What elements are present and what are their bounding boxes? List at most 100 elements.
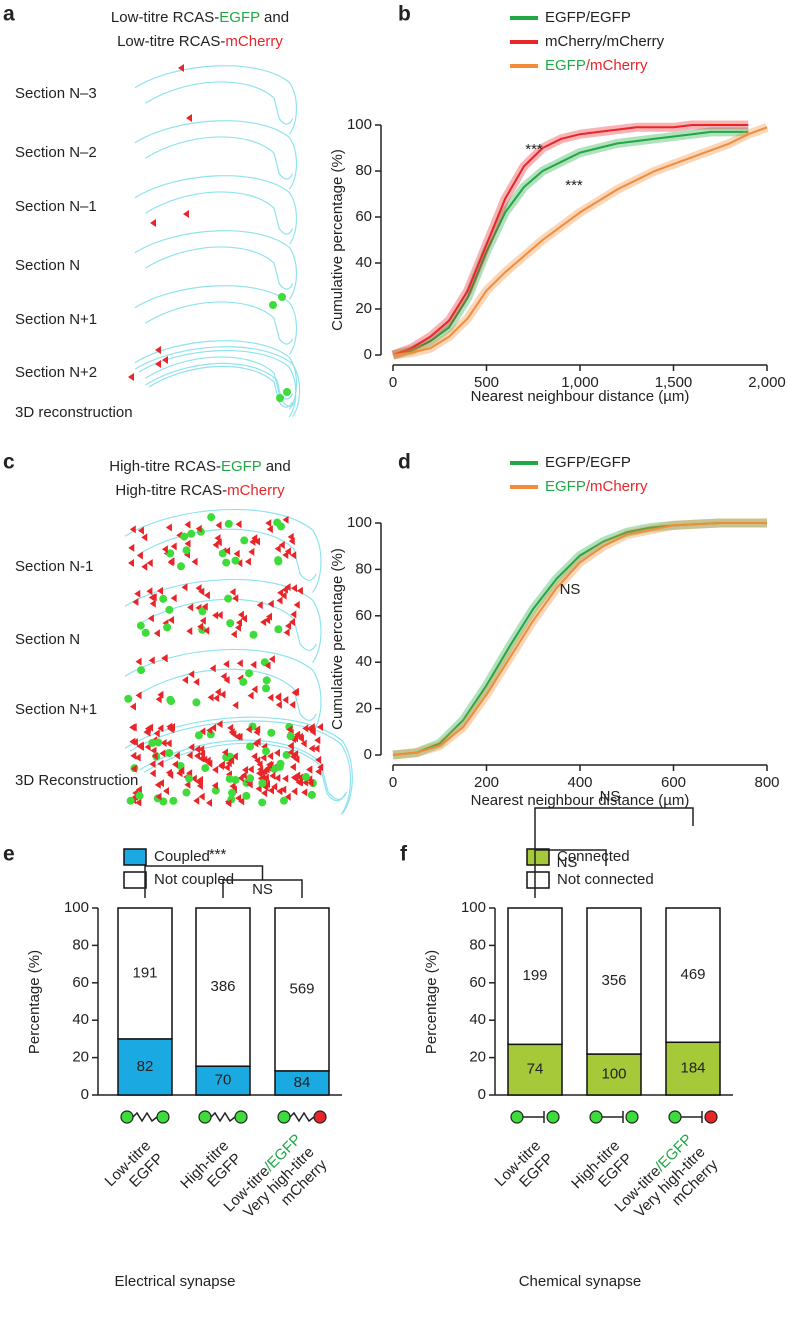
category-label: Low-titreEGFP (102, 1137, 167, 1202)
synapse-icon (121, 1111, 133, 1123)
green-cell (137, 666, 145, 674)
x-axis-title: Electrical synapse (115, 1273, 236, 1290)
red-cell (210, 664, 216, 672)
red-cell (282, 775, 288, 783)
red-cell (317, 723, 323, 731)
red-cell (147, 559, 153, 567)
red-cell (261, 789, 267, 797)
bar-count-label: 70 (215, 1072, 232, 1089)
y-tick-label: 80 (469, 936, 486, 953)
red-cell (208, 693, 214, 701)
x-tick-label: 600 (661, 774, 686, 791)
bar-count-label: 469 (680, 966, 705, 983)
red-cell (188, 670, 194, 678)
green-cell (180, 533, 188, 541)
red-cell (141, 563, 147, 571)
green-cell (207, 513, 215, 521)
red-cell (136, 658, 142, 666)
y-tick-label: 0 (81, 1086, 89, 1103)
panel-title: High-titre RCAS-mCherry (115, 482, 285, 499)
annotation: NS (252, 881, 273, 898)
bar-count-label: 184 (680, 1060, 705, 1077)
synapse-icon (590, 1111, 602, 1123)
red-cell (128, 544, 134, 552)
bar-count-label: 191 (132, 964, 157, 981)
y-tick-label: 40 (355, 653, 372, 670)
green-cell (183, 546, 191, 554)
red-cell (171, 594, 177, 602)
green-cell (142, 629, 150, 637)
red-cell (128, 373, 134, 381)
red-cell (134, 590, 140, 598)
red-cell (285, 622, 291, 630)
red-cell (248, 765, 254, 773)
red-cell (290, 551, 296, 559)
red-cell (132, 598, 138, 606)
red-cell (184, 521, 190, 529)
red-cell (232, 701, 238, 709)
red-cell (182, 676, 188, 684)
green-cell (167, 697, 175, 705)
category-label: Low-titreEGFP (492, 1137, 557, 1202)
legend-swatch (124, 872, 146, 888)
y-tick-label: 60 (355, 607, 372, 624)
green-cell (127, 797, 135, 805)
section-outline (135, 286, 296, 354)
y-axis-title: Percentage (%) (423, 950, 440, 1054)
green-cell (276, 394, 284, 402)
bar-count-label: 82 (137, 1058, 154, 1075)
red-cell (199, 793, 205, 801)
y-tick-label: 100 (64, 899, 89, 916)
category-label: Low-titre/EGFPVery high-titremCherry (220, 1131, 330, 1241)
green-cell (246, 774, 254, 782)
title-part: EGFP (221, 458, 262, 475)
red-cell (248, 548, 254, 556)
legend-label: Coupled (154, 848, 210, 865)
red-cell (156, 695, 162, 703)
category-label: Low-titre/EGFPVery high-titremCherry (611, 1131, 721, 1241)
y-tick-label: 40 (469, 1011, 486, 1028)
red-cell (136, 691, 142, 699)
bar-count-label: 74 (527, 1061, 544, 1078)
red-cell (150, 600, 156, 608)
green-cell (192, 698, 200, 706)
red-cell (218, 762, 224, 770)
green-cell (187, 530, 195, 538)
red-cell (277, 597, 283, 605)
red-cell (166, 523, 172, 531)
red-cell (245, 558, 251, 566)
red-cell (162, 545, 168, 553)
y-tick-label: 100 (347, 514, 372, 531)
green-cell (177, 562, 185, 570)
panel-letter: c (3, 451, 15, 474)
red-cell (130, 703, 136, 711)
red-cell (148, 614, 154, 622)
red-cell (231, 630, 237, 638)
red-cell (235, 624, 241, 632)
synapse-icon (669, 1111, 681, 1123)
red-cell (159, 749, 165, 757)
green-cell (169, 797, 177, 805)
green-cell (277, 522, 285, 530)
y-tick-label: 20 (469, 1049, 486, 1066)
red-cell (269, 772, 275, 780)
red-cell (291, 584, 297, 592)
red-cell (155, 360, 161, 368)
red-cell (196, 584, 202, 592)
text-part: /mCherry (586, 57, 648, 74)
red-cell (141, 533, 147, 541)
legend-swatch (527, 872, 549, 888)
red-cell (267, 694, 273, 702)
bar-count-label: 84 (294, 1074, 311, 1091)
green-cell (201, 764, 209, 772)
green-cell (302, 773, 310, 781)
green-cell (287, 732, 295, 740)
y-tick-label: 80 (72, 936, 89, 953)
green-cell (262, 684, 270, 692)
y-axis-title: Cumulative percentage (%) (329, 149, 346, 331)
synapse-icon (199, 1111, 211, 1123)
section-label: Section N–2 (15, 144, 97, 161)
panel-title: Low-titre RCAS-EGFP and (111, 9, 289, 26)
red-cell (268, 600, 274, 608)
